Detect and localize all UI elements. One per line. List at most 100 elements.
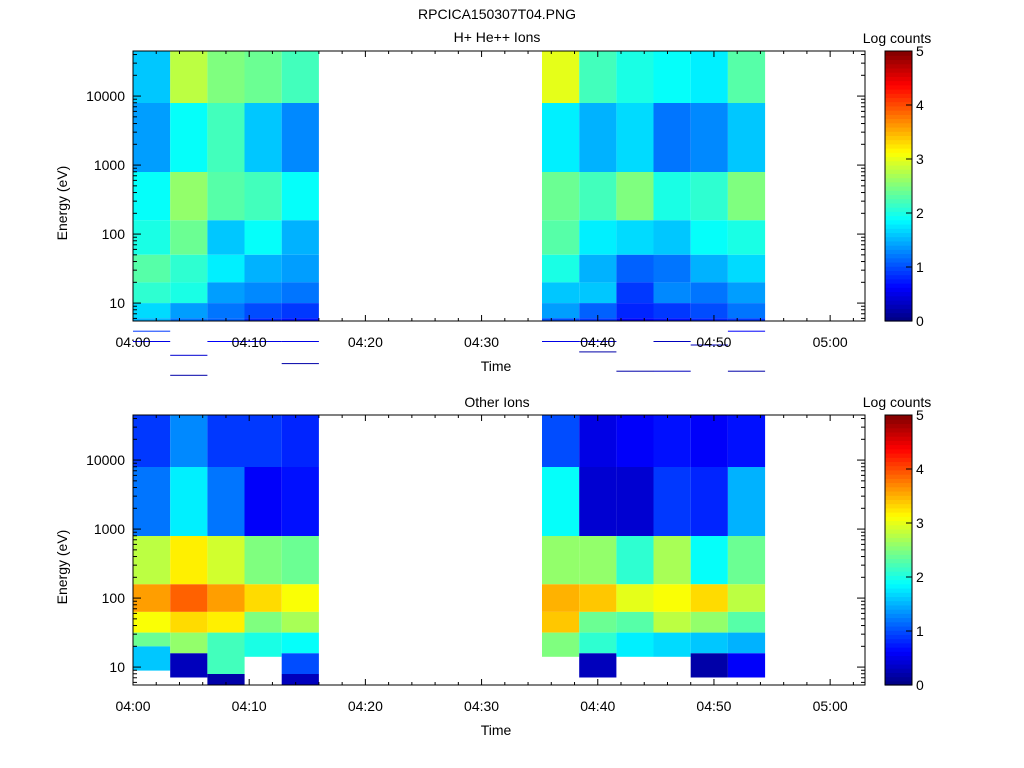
heatmap-cell <box>653 467 691 536</box>
colorbar-segment <box>885 575 912 581</box>
heatmap-cell <box>207 172 245 221</box>
heatmap-cell <box>170 103 208 172</box>
colorbar-segment <box>885 160 912 166</box>
heatmap-cell <box>281 172 319 221</box>
heatmap-cell <box>579 632 617 654</box>
heatmap-cells <box>133 415 766 685</box>
heatmap-cell <box>579 415 617 467</box>
colorbar-segment <box>885 223 912 229</box>
colorbar-segment <box>885 299 912 305</box>
heatmap-cell <box>170 415 208 467</box>
heatmap-cell <box>542 282 580 304</box>
colorbar-segment <box>885 194 912 200</box>
colorbar-segment <box>885 173 912 179</box>
colorbar-segment <box>885 55 912 61</box>
colorbar-segment <box>885 186 912 191</box>
colorbar-tick-label: 5 <box>916 407 924 423</box>
colorbar-segment <box>885 415 912 420</box>
colorbar-segment <box>885 295 912 301</box>
heatmap-cell <box>281 363 319 365</box>
heatmap-cell <box>653 611 691 633</box>
colorbar-segment <box>885 444 912 450</box>
colorbar-segment <box>885 51 912 56</box>
heatmap-cell <box>727 611 766 633</box>
colorbar-segment <box>885 93 912 99</box>
heatmap-cell <box>281 282 319 304</box>
heatmap-cell <box>244 584 282 612</box>
heatmap-cell <box>653 341 691 342</box>
heatmap-cell <box>170 51 208 103</box>
colorbar-segment <box>885 647 912 652</box>
heatmap-cell <box>244 341 282 342</box>
colorbar-segment <box>885 148 912 153</box>
heatmap-cell <box>616 611 654 633</box>
colorbar-segment <box>885 88 912 94</box>
colorbar-segment <box>885 668 912 673</box>
heatmap-cell <box>281 584 319 612</box>
colorbar-segment <box>885 291 912 297</box>
colorbar-segment <box>885 512 912 517</box>
heatmap-cell <box>281 103 319 172</box>
heatmap-cell <box>616 584 654 612</box>
colorbar-tick-label: 0 <box>916 313 924 329</box>
y-tick-label: 10000 <box>86 88 125 104</box>
heatmap-cell <box>690 584 728 612</box>
colorbar-tick-label: 2 <box>916 205 924 221</box>
heatmap-cell <box>727 632 766 654</box>
colorbar-tick-label: 1 <box>916 623 924 639</box>
colorbar-segment <box>885 609 912 614</box>
heatmap-cell <box>616 254 654 283</box>
heatmap-cell <box>727 172 766 221</box>
colorbar-segment <box>885 537 912 543</box>
heatmap-cell <box>133 467 171 536</box>
colorbar-segment <box>885 232 912 238</box>
heatmap-cell <box>281 220 319 255</box>
heatmap-cell <box>690 344 728 346</box>
colorbar-segment <box>885 634 912 640</box>
heatmap-cell <box>170 318 208 321</box>
colorbar-segment <box>885 190 912 196</box>
heatmap-cell <box>653 318 691 321</box>
colorbar-segment <box>885 228 912 234</box>
colorbar-segment <box>885 482 912 488</box>
colorbar-segment <box>885 181 912 187</box>
colorbar-segment <box>885 72 912 77</box>
colorbar-segment <box>885 219 912 225</box>
heatmap-cell <box>653 415 691 467</box>
heatmap-cell <box>542 254 580 283</box>
heatmap-cell <box>207 584 245 612</box>
heatmap-cell <box>542 467 580 536</box>
colorbar-segment <box>885 84 912 90</box>
heatmap-cell <box>616 318 654 321</box>
colorbar-segment <box>885 245 912 250</box>
colorbar-segment <box>885 114 912 120</box>
heatmap-cell <box>207 282 245 304</box>
colorbar-segment <box>885 520 912 526</box>
heatmap-cell <box>207 341 245 342</box>
colorbar-segment <box>885 486 912 492</box>
heatmap-cell <box>727 51 766 103</box>
colorbar-segment <box>885 457 912 463</box>
colorbar-segment <box>885 495 912 500</box>
colorbar-segment <box>885 448 912 454</box>
colorbar-segment <box>885 419 912 425</box>
colorbar-segment <box>885 452 912 458</box>
colorbar-segment <box>885 97 912 103</box>
colorbar-segment <box>885 202 912 208</box>
colorbar-segment <box>885 613 912 619</box>
heatmap-cell <box>616 467 654 536</box>
x-tick-label: 04:30 <box>464 698 499 714</box>
x-axis-label: Time <box>481 358 512 374</box>
colorbar-label: Log counts <box>863 30 932 46</box>
heatmap-cell <box>653 370 691 372</box>
heatmap-cell <box>170 467 208 536</box>
heatmap-cell <box>133 341 171 342</box>
colorbar-segment <box>885 630 912 635</box>
colorbar-segment <box>885 651 912 657</box>
y-tick-label: 1000 <box>94 521 125 537</box>
heatmap-cell <box>653 536 691 585</box>
heatmap-cell <box>727 303 766 319</box>
colorbar-segment <box>885 663 912 669</box>
heatmap-cell <box>281 674 319 685</box>
heatmap-cell <box>616 282 654 304</box>
